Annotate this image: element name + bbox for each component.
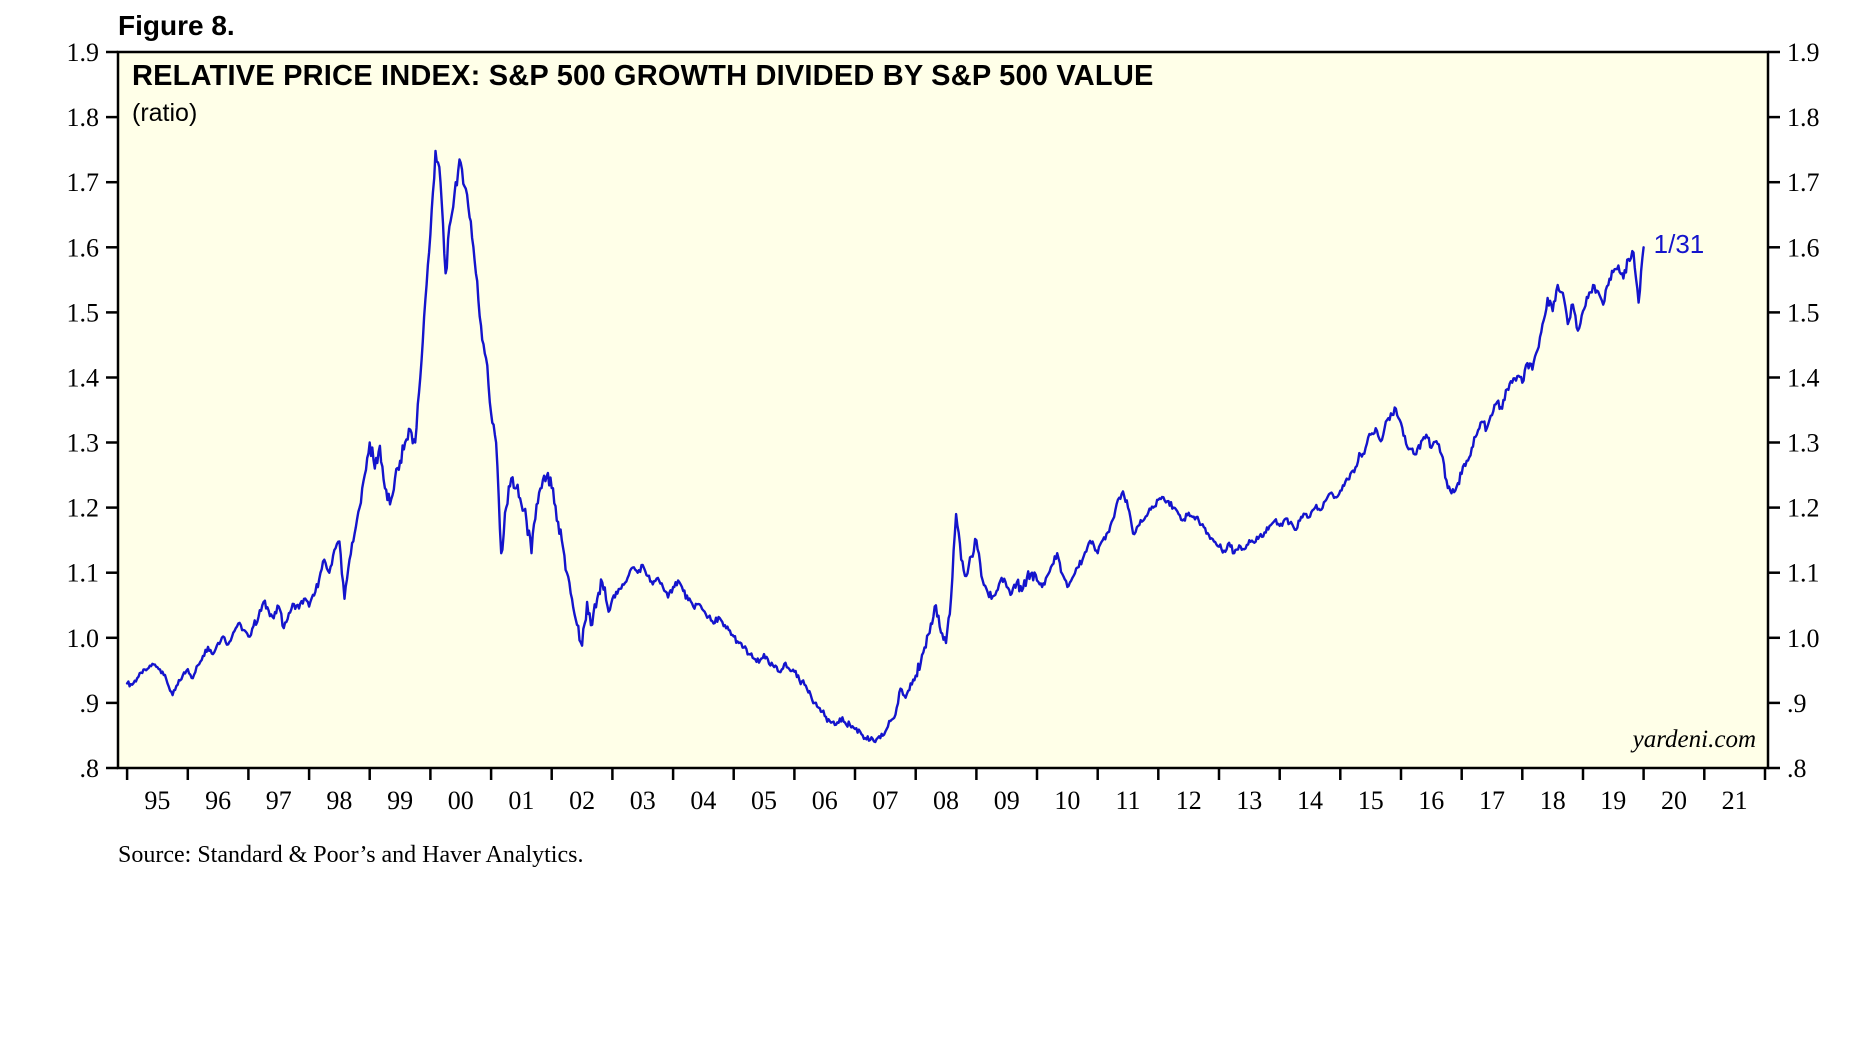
y-tick-label-left: 1.8 — [67, 103, 100, 132]
y-tick-label-right: .8 — [1787, 754, 1807, 783]
x-tick-label: 19 — [1600, 786, 1626, 815]
y-tick-label-right: 1.7 — [1787, 168, 1820, 197]
x-tick-label: 14 — [1297, 786, 1323, 815]
y-tick-label-right: 1.2 — [1787, 494, 1820, 523]
x-tick-label: 97 — [266, 786, 292, 815]
x-tick-label: 98 — [326, 786, 352, 815]
y-tick-label-right: 1.4 — [1787, 364, 1820, 393]
y-tick-label-left: .9 — [80, 689, 100, 718]
y-tick-label-right: 1.6 — [1787, 233, 1820, 262]
x-tick-label: 05 — [751, 786, 777, 815]
y-tick-label-left: 1.7 — [67, 168, 100, 197]
x-tick-label: 00 — [448, 786, 474, 815]
x-tick-label: 11 — [1115, 786, 1140, 815]
x-tick-label: 12 — [1176, 786, 1202, 815]
x-tick-label: 15 — [1358, 786, 1384, 815]
y-tick-label-right: .9 — [1787, 689, 1807, 718]
chart-subtitle: (ratio) — [132, 99, 198, 127]
x-tick-label: 20 — [1661, 786, 1687, 815]
x-tick-label: 04 — [690, 786, 716, 815]
x-tick-label: 10 — [1054, 786, 1080, 815]
x-tick-label: 96 — [205, 786, 231, 815]
y-tick-label-left: 1.1 — [67, 559, 100, 588]
x-tick-label: 06 — [812, 786, 838, 815]
x-tick-label: 03 — [630, 786, 656, 815]
x-tick-label: 01 — [508, 786, 534, 815]
x-tick-label: 09 — [994, 786, 1020, 815]
x-tick-label: 07 — [872, 786, 898, 815]
y-tick-label-left: 1.2 — [67, 494, 100, 523]
plot-frame — [116, 50, 1770, 770]
last-point-label: 1/31 — [1653, 229, 1705, 260]
y-tick-label-left: 1.9 — [67, 38, 100, 67]
y-tick-label-right: 1.3 — [1787, 429, 1820, 458]
y-tick-label-left: 1.4 — [67, 364, 100, 393]
y-tick-label-left: 1.5 — [67, 298, 100, 327]
x-tick-label: 13 — [1236, 786, 1262, 815]
y-tick-label-left: .8 — [80, 754, 100, 783]
y-tick-label-left: 1.0 — [67, 624, 100, 653]
figure-label: Figure 8. — [118, 10, 235, 41]
x-tick-label: 16 — [1418, 786, 1444, 815]
y-tick-label-right: 1.5 — [1787, 298, 1820, 327]
y-tick-label-right: 1.0 — [1787, 624, 1820, 653]
y-tick-label-right: 1.1 — [1787, 559, 1820, 588]
chart-title: RELATIVE PRICE INDEX: S&P 500 GROWTH DIV… — [132, 60, 1154, 92]
x-tick-label: 21 — [1722, 786, 1748, 815]
ratio-line — [125, 149, 1645, 744]
x-tick-label: 18 — [1540, 786, 1566, 815]
watermark-yardeni: yardeni.com — [1632, 726, 1756, 753]
x-tick-label: 02 — [569, 786, 595, 815]
y-tick-label-right: 1.9 — [1787, 38, 1820, 67]
x-tick-label: 08 — [933, 786, 959, 815]
y-tick-label-right: 1.8 — [1787, 103, 1820, 132]
x-tick-label: 95 — [144, 786, 170, 815]
source-note: Source: Standard & Poor’s and Haver Anal… — [118, 842, 584, 868]
y-tick-label-left: 1.6 — [67, 233, 100, 262]
plot-background — [118, 52, 1768, 768]
x-tick-label: 99 — [387, 786, 413, 815]
x-tick-label: 17 — [1479, 786, 1505, 815]
y-tick-label-left: 1.3 — [67, 429, 100, 458]
